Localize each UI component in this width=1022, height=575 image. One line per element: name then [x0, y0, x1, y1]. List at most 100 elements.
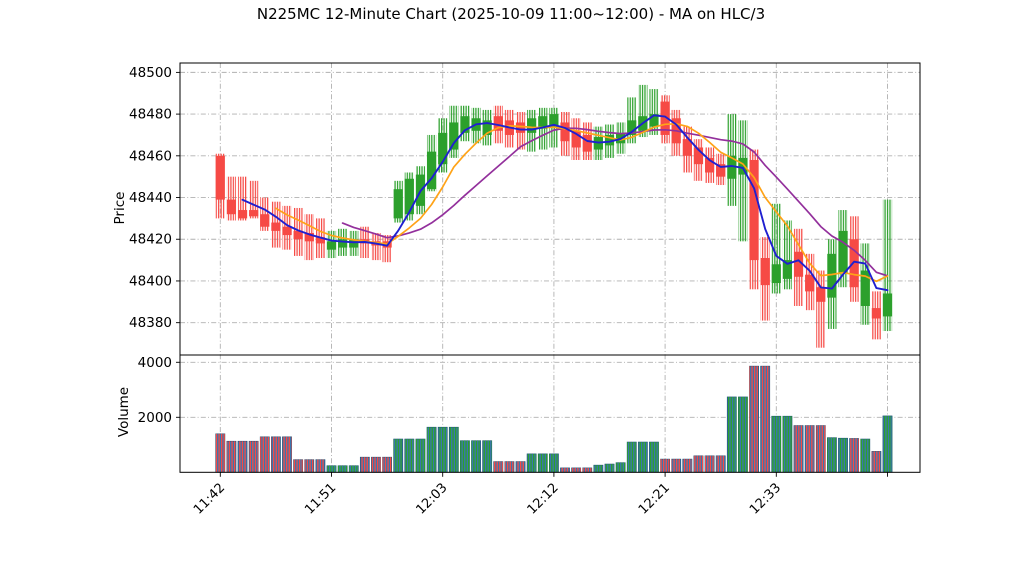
candle-body	[604, 134, 615, 146]
candle-range-hatch	[371, 232, 381, 261]
volume-bar	[471, 440, 481, 473]
candle-range-hatch	[237, 176, 248, 221]
volume-bar	[637, 441, 648, 473]
candle	[571, 118, 581, 160]
x-tick-label: 11:51	[302, 481, 339, 518]
volume-bar	[526, 453, 537, 473]
candle	[738, 120, 748, 242]
volume-bar	[215, 433, 226, 473]
volume-bar	[671, 458, 682, 473]
volume-bar	[682, 458, 693, 473]
volume-bar	[259, 436, 270, 473]
volume-panel-frame	[179, 354, 921, 473]
volume-bar	[560, 467, 570, 473]
volume-bar	[293, 459, 304, 473]
candle	[882, 199, 893, 332]
candle	[271, 201, 281, 248]
candle-body	[393, 189, 403, 219]
volume-bar	[404, 438, 415, 473]
candle-range-hatch	[649, 89, 659, 135]
candle-range-hatch	[738, 120, 748, 242]
candle	[215, 153, 225, 219]
candle-body	[860, 270, 870, 306]
volume-bars	[215, 365, 893, 473]
candle-body	[493, 116, 503, 131]
candle	[627, 97, 637, 144]
candle	[827, 239, 837, 329]
volume-bar	[537, 453, 548, 473]
volume-bar	[304, 459, 315, 473]
ma-fast-line	[241, 114, 889, 292]
candle	[426, 134, 437, 192]
candle-body	[460, 116, 470, 133]
volume-bar	[515, 461, 526, 473]
candle-body	[749, 159, 759, 261]
candle	[838, 210, 848, 288]
volume-bar	[460, 440, 470, 473]
candle-body	[827, 253, 837, 298]
candle-body	[260, 214, 270, 227]
candle-body	[627, 120, 637, 135]
candle-body	[215, 155, 225, 200]
volume-bar	[448, 426, 459, 473]
candle	[538, 107, 548, 150]
candle-body	[271, 222, 281, 231]
volume-bar	[749, 365, 759, 473]
volume-bar	[382, 456, 392, 473]
candle-body	[438, 132, 448, 165]
volume-bar	[826, 437, 837, 473]
candle-body	[793, 251, 804, 277]
candle-body	[582, 134, 592, 152]
candle	[560, 112, 570, 156]
candle-body	[304, 232, 314, 242]
volume-bar	[359, 456, 370, 473]
volume-bar	[482, 440, 493, 473]
candle-body	[549, 114, 559, 127]
price-ytick-label: 48400	[129, 273, 172, 289]
volume-bar	[626, 441, 637, 473]
candle	[793, 228, 804, 306]
volume-bar	[738, 396, 748, 473]
candle	[871, 291, 881, 340]
volume-bar	[270, 436, 281, 473]
candle-body	[649, 114, 659, 127]
volume-bar	[337, 465, 348, 473]
candle	[860, 243, 870, 325]
candle-body	[538, 116, 548, 129]
price-ytick-label: 48440	[129, 190, 172, 206]
candle	[393, 180, 403, 223]
candle	[649, 89, 659, 135]
candle-body	[816, 287, 826, 302]
candle	[460, 105, 470, 142]
candle	[249, 180, 259, 219]
candle	[693, 139, 704, 181]
candle-range-hatch	[638, 84, 648, 138]
candle	[260, 197, 270, 231]
candle	[771, 203, 781, 294]
volume-bar	[649, 441, 659, 473]
candle-body	[404, 178, 414, 215]
candle	[226, 176, 237, 221]
candle-body	[237, 210, 248, 219]
candle-body	[738, 157, 748, 175]
volume-bar	[793, 425, 804, 473]
volume-bar	[393, 438, 404, 473]
candle	[404, 172, 414, 221]
candle	[849, 216, 859, 302]
candle-range-hatch	[382, 235, 392, 263]
x-tick-label: 12:12	[525, 481, 562, 518]
candle-range-hatch	[249, 180, 259, 219]
candle-body	[849, 239, 859, 288]
candle	[304, 214, 314, 261]
volume-bar	[548, 453, 559, 473]
candle-body	[349, 239, 359, 248]
candle-body	[771, 264, 781, 284]
volume-bar	[571, 467, 582, 473]
candle-body	[249, 210, 259, 217]
candle-range-hatch	[882, 199, 893, 332]
ma-medium-line	[275, 122, 889, 283]
candle	[326, 230, 337, 259]
candle	[816, 270, 826, 348]
